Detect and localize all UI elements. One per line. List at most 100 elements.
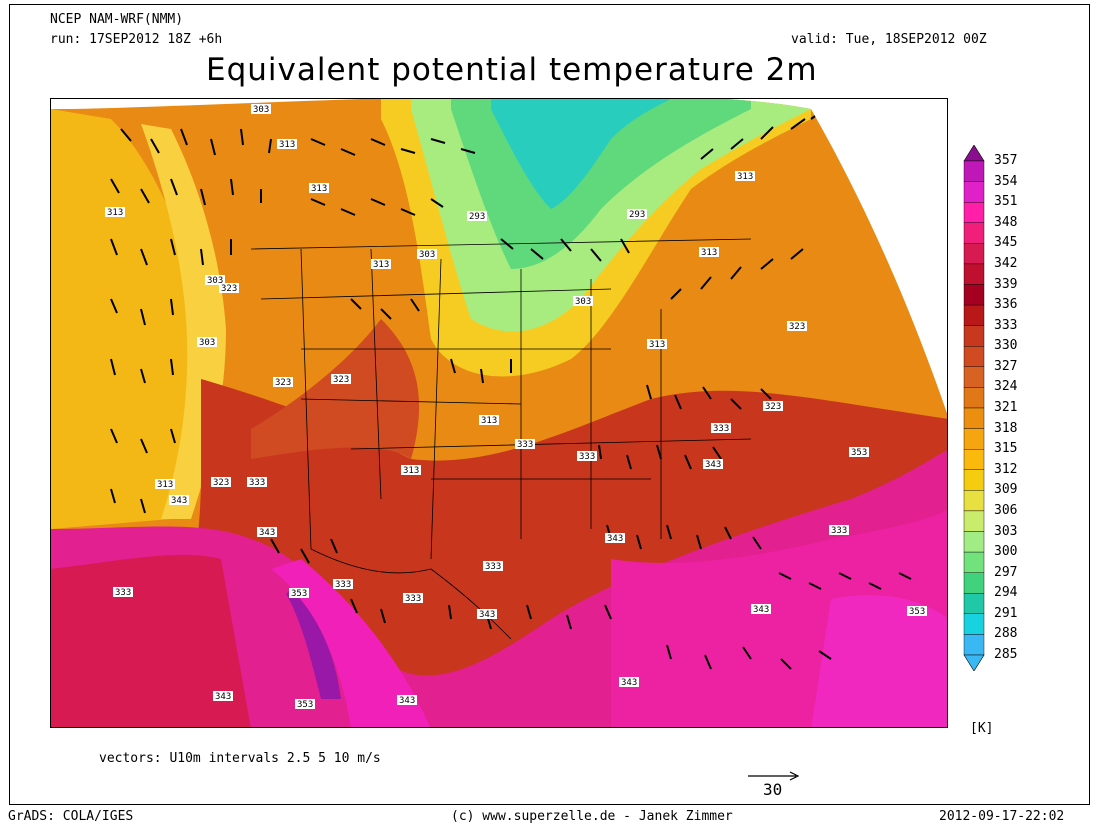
colorbar-tick-label: 351	[994, 194, 1018, 210]
colorbar-tick-label: 318	[994, 420, 1018, 436]
colorbar-swatch	[963, 366, 985, 388]
colorbar-swatch	[963, 510, 985, 532]
colorbar-tick-label: 357	[994, 153, 1018, 168]
svg-text:333: 333	[249, 478, 265, 488]
colorbar-tick-label: 297	[994, 564, 1018, 580]
copyright-credit: (c) www.superzelle.de - Janek Zimmer	[451, 809, 733, 824]
vector-legend: vectors: U10m intervals 2.5 5 10 m/s	[99, 751, 381, 766]
reference-vector-arrow	[748, 771, 800, 781]
colorbar-tick-label: 336	[994, 297, 1018, 313]
colorbar-tick-label: 339	[994, 276, 1018, 292]
colorbar-tick-label: 324	[994, 379, 1018, 395]
colorbar-bottom-triangle	[963, 654, 985, 671]
colorbar-swatch	[963, 572, 985, 594]
colorbar-swatch	[963, 449, 985, 471]
svg-text:333: 333	[517, 440, 533, 450]
svg-text:293: 293	[629, 210, 645, 220]
svg-text:303: 303	[575, 297, 591, 307]
colorbar-tick-label: 348	[994, 214, 1018, 230]
valid-time: valid: Tue, 18SEP2012 00Z	[791, 32, 987, 47]
colorbar-swatch	[963, 160, 985, 182]
colorbar-tick-label: 303	[994, 523, 1018, 539]
colorbar-tick-label: 354	[994, 173, 1018, 189]
colorbar-swatch	[963, 222, 985, 244]
svg-text:313: 313	[157, 480, 173, 490]
colorbar-tick-label: 330	[994, 338, 1018, 354]
svg-text:343: 343	[621, 678, 637, 688]
svg-text:303: 303	[207, 276, 223, 286]
colorbar-tick-label: 333	[994, 317, 1018, 333]
svg-text:343: 343	[607, 534, 623, 544]
svg-text:333: 333	[115, 588, 131, 598]
svg-text:313: 313	[701, 248, 717, 258]
run-info: run: 17SEP2012 18Z +6h	[50, 32, 223, 47]
colorbar-top-triangle	[963, 145, 985, 162]
colorbar-tick-label: 327	[994, 358, 1018, 374]
svg-text:303: 303	[419, 250, 435, 260]
colorbar-swatch	[963, 634, 985, 656]
svg-text:323: 323	[213, 478, 229, 488]
colorbar-swatch	[963, 284, 985, 306]
map-svg: 303 313 313 313 303 303 313 323 293 293 …	[51, 99, 947, 727]
svg-text:333: 333	[713, 424, 729, 434]
svg-text:353: 353	[909, 607, 925, 617]
colorbar	[963, 145, 985, 671]
map-panel: 303 313 313 313 303 303 313 323 293 293 …	[50, 98, 948, 728]
colorbar-tick-label: 294	[994, 585, 1018, 601]
colorbar-swatch	[963, 325, 985, 347]
svg-text:343: 343	[705, 460, 721, 470]
reference-vector-value: 30	[763, 780, 783, 799]
colorbar-tick-label: 342	[994, 255, 1018, 271]
svg-text:303: 303	[199, 338, 215, 348]
colorbar-tick-label: 315	[994, 441, 1018, 457]
svg-text:313: 313	[403, 466, 419, 476]
colorbar-tick-label: 312	[994, 461, 1018, 477]
colorbar-swatch	[963, 428, 985, 450]
svg-text:323: 323	[789, 322, 805, 332]
svg-text:293: 293	[469, 212, 485, 222]
colorbar-tick-label: 321	[994, 400, 1018, 415]
colorbar-tick-label: 285	[994, 647, 1018, 662]
svg-text:333: 333	[335, 580, 351, 590]
contour-labels: 303 313 313 313 303 303 313 323 293 293 …	[105, 104, 927, 710]
svg-text:323: 323	[275, 378, 291, 388]
svg-text:313: 313	[311, 184, 327, 194]
page-title: Equivalent potential temperature 2m	[206, 52, 818, 88]
svg-text:343: 343	[479, 610, 495, 620]
colorbar-swatch	[963, 593, 985, 615]
colorbar-swatch	[963, 181, 985, 203]
colorbar-tick-label: 306	[994, 502, 1018, 518]
svg-text:313: 313	[649, 340, 665, 350]
state-borders	[250, 238, 752, 640]
model-name: NCEP NAM-WRF(NMM)	[50, 12, 184, 27]
colorbar-swatch	[963, 407, 985, 429]
svg-text:353: 353	[851, 448, 867, 458]
svg-text:343: 343	[753, 605, 769, 615]
svg-text:353: 353	[291, 589, 307, 599]
timestamp: 2012-09-17-22:02	[939, 809, 1065, 824]
colorbar-swatch	[963, 387, 985, 409]
colorbar-swatch	[963, 469, 985, 491]
svg-text:333: 333	[485, 562, 501, 572]
colorbar-swatch	[963, 613, 985, 635]
svg-text:323: 323	[221, 284, 237, 294]
colorbar-tick-label: 309	[994, 482, 1018, 498]
colorbar-tick-label: 291	[994, 605, 1018, 621]
grads-credit: GrADS: COLA/IGES	[8, 809, 134, 824]
colorbar-tick-label: 288	[994, 626, 1018, 642]
svg-text:313: 313	[737, 172, 753, 182]
svg-text:333: 333	[405, 594, 421, 604]
wind-vectors	[110, 108, 912, 670]
svg-text:353: 353	[297, 700, 313, 710]
svg-text:323: 323	[765, 402, 781, 412]
colorbar-swatch	[963, 346, 985, 368]
svg-text:333: 333	[579, 452, 595, 462]
colorbar-swatch	[963, 304, 985, 326]
colorbar-swatch	[963, 551, 985, 573]
colorbar-tick-label: 300	[994, 544, 1018, 560]
colorbar-swatch	[963, 202, 985, 224]
svg-text:313: 313	[373, 260, 389, 270]
figure-frame	[9, 4, 1090, 805]
svg-text:333: 333	[831, 526, 847, 536]
svg-text:343: 343	[215, 692, 231, 702]
